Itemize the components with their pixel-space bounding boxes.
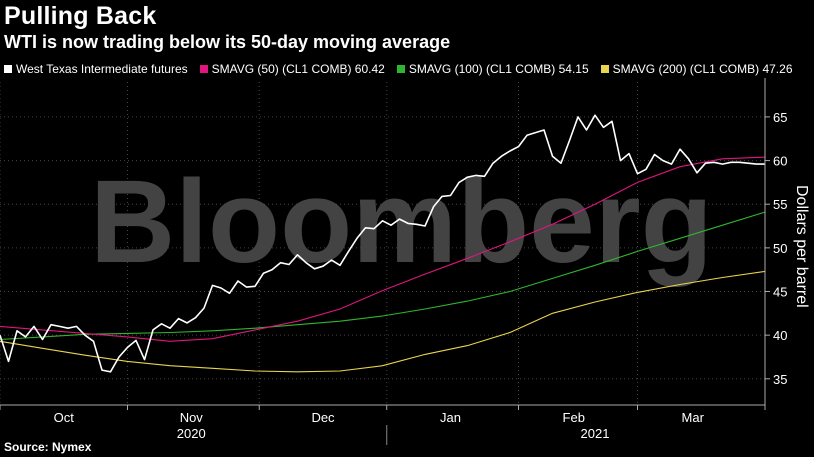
chart-series [0, 114, 766, 373]
source-note: Source: Nymex [4, 440, 92, 454]
y-tick-label: 50 [773, 241, 787, 256]
legend-item-wti: West Texas Intermediate futures [4, 62, 188, 76]
series-line-smavg-100 [0, 211, 766, 341]
legend-label: SMAVG (100) (CL1 COMB) 54.15 [408, 62, 589, 76]
y-tick-label: 65 [773, 110, 787, 125]
legend-label: SMAVG (50) (CL1 COMB) 60.42 [211, 62, 385, 76]
year-label: 2020 [177, 426, 206, 441]
year-label: 2021 [581, 426, 610, 441]
chart-title: Pulling Back [4, 2, 157, 30]
x-tick-label: Oct [54, 410, 75, 425]
x-tick-label: Feb [563, 410, 585, 425]
y-tick-label: 45 [773, 285, 787, 300]
x-tick-label: Dec [311, 410, 335, 425]
series-line-smavg-50 [0, 156, 766, 342]
legend-item-smavg-50: SMAVG (50) (CL1 COMB) 60.42 [199, 62, 385, 76]
chart-legend: West Texas Intermediate futures SMAVG (5… [4, 62, 793, 76]
legend-swatch [4, 65, 12, 73]
legend-swatch [600, 65, 609, 73]
y-axis-title: Dollars per barrel [793, 185, 810, 308]
y-tick-label: 60 [773, 154, 787, 169]
y-tick-label: 35 [773, 372, 787, 387]
x-tick-label: Jan [440, 410, 461, 425]
x-tick-label: Nov [180, 410, 204, 425]
series-line-smavg-200 [0, 270, 766, 373]
chart-axes: 35 40 45 50 55 60 65 Oct Nov Dec Jan Feb Mar 2020 2021 [0, 78, 787, 445]
series-line-wti [0, 114, 765, 373]
legend-label: West Texas Intermediate futures [16, 62, 188, 76]
y-tick-label: 40 [773, 328, 787, 343]
legend-swatch [199, 65, 208, 73]
y-tick-label: 55 [773, 197, 787, 212]
x-tick-label: Mar [682, 410, 705, 425]
legend-item-smavg-100: SMAVG (100) (CL1 COMB) 54.15 [396, 62, 589, 76]
chart-subtitle: WTI is now trading below its 50-day movi… [4, 32, 451, 52]
legend-label: SMAVG (200) (CL1 COMB) 47.26 [612, 62, 793, 76]
legend-item-smavg-200: SMAVG (200) (CL1 COMB) 47.26 [600, 62, 793, 76]
legend-swatch [396, 65, 405, 73]
bloomberg-watermark: Bloomberg [90, 156, 713, 288]
